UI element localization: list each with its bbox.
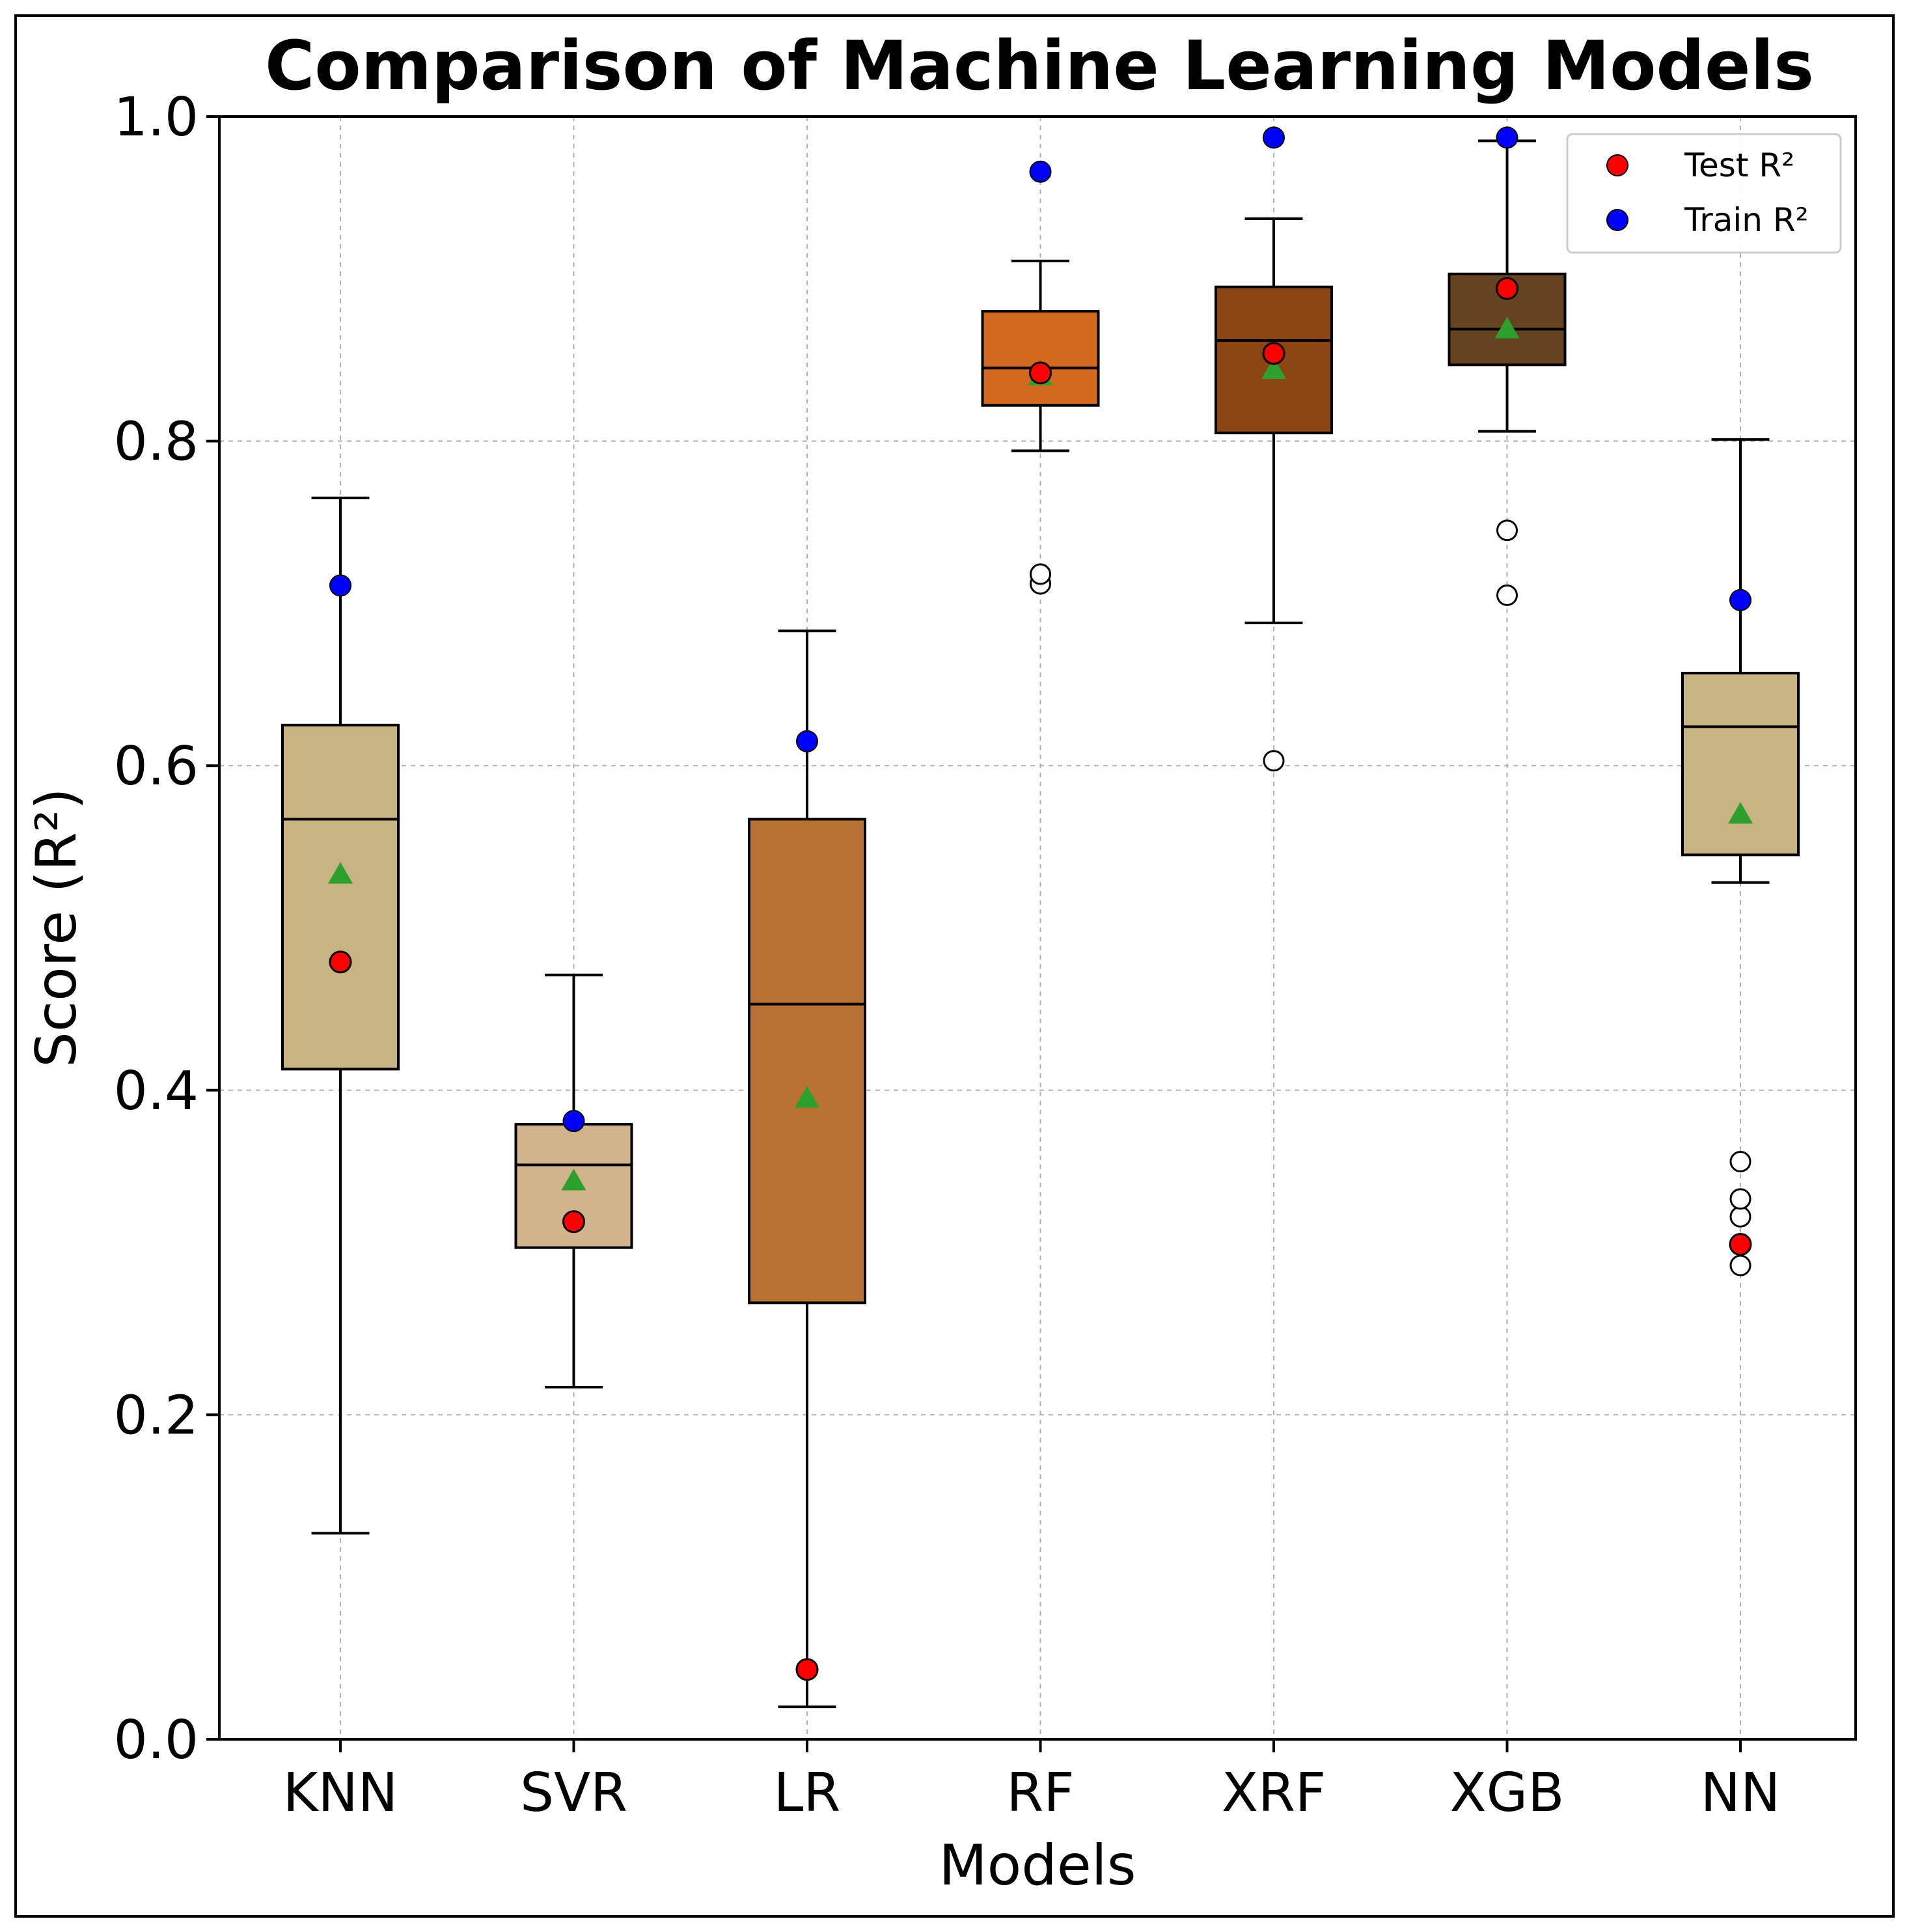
y-axis-label: Score (R²) <box>24 788 89 1068</box>
legend-box <box>1566 133 1842 254</box>
mean-marker <box>1494 316 1520 338</box>
mean-marker <box>561 1168 586 1191</box>
test-r2-point <box>562 1210 585 1234</box>
legend-marker <box>1606 154 1628 176</box>
legend: Test R² Train R² <box>1566 133 1842 254</box>
y-tick-label: 0.2 <box>114 1385 199 1446</box>
train-r2-point <box>329 574 351 597</box>
x-tick-label: XGB <box>1450 1762 1565 1824</box>
test-r2-point <box>1262 342 1285 365</box>
legend-marker <box>1606 209 1628 231</box>
box-series <box>281 126 1800 1709</box>
outlier-point <box>1729 1188 1751 1210</box>
box-xgb <box>1448 126 1567 606</box>
outlier-point <box>1496 584 1518 606</box>
outlier-point <box>1729 1254 1751 1276</box>
box-lr <box>748 629 866 1709</box>
y-tick-label: 0.4 <box>114 1060 199 1122</box>
legend-label: Train R² <box>1684 201 1809 239</box>
x-tick-label: KNN <box>283 1762 398 1824</box>
box-body <box>981 310 1100 407</box>
x-tick-label: RF <box>1006 1762 1074 1824</box>
mean-marker <box>1261 357 1286 380</box>
axes: 0.0 0.2 0.4 0.6 0.8 1.0 KNN SVR LR RF XRF XGB NN <box>114 87 1856 1824</box>
box-nn <box>1681 438 1800 1276</box>
x-tick-label: NN <box>1701 1762 1781 1824</box>
train-r2-point <box>1029 160 1052 183</box>
outlier-point <box>1729 1206 1751 1228</box>
train-r2-point <box>1496 126 1518 149</box>
y-tick-label: 0.8 <box>114 411 199 473</box>
chart-title: Comparison of Machine Learning Models <box>265 26 1814 105</box>
box-body <box>1681 672 1800 857</box>
box-rf <box>981 160 1100 595</box>
y-tick-label: 1.0 <box>114 87 199 148</box>
x-tick-label: SVR <box>520 1762 627 1824</box>
test-r2-point <box>1729 1233 1752 1256</box>
x-tick-label: XRF <box>1222 1762 1326 1824</box>
x-axis-label: Models <box>939 1833 1136 1898</box>
test-r2-point <box>1029 361 1052 385</box>
box-body <box>748 818 866 1304</box>
box-xrf <box>1215 126 1333 772</box>
test-r2-point <box>329 950 352 974</box>
mean-marker <box>795 1086 819 1108</box>
outlier-point <box>1263 750 1285 772</box>
mean-marker <box>1728 801 1753 824</box>
box-knn <box>281 496 400 1535</box>
y-tick-label: 0.0 <box>114 1709 199 1771</box>
mean-marker <box>328 862 353 884</box>
legend-label: Test R² <box>1684 146 1794 184</box>
train-r2-point <box>1263 126 1285 149</box>
test-r2-point <box>795 1658 819 1681</box>
outlier-point <box>1030 563 1051 585</box>
train-r2-point <box>796 730 818 752</box>
y-tick-label: 0.6 <box>114 736 199 797</box>
outlier-point <box>1496 519 1518 542</box>
train-r2-point <box>1729 588 1751 611</box>
x-tick-label: LR <box>774 1762 841 1824</box>
box-body <box>281 723 400 1071</box>
outlier-point <box>1729 1150 1751 1172</box>
box-svr <box>514 973 633 1389</box>
test-r2-point <box>1496 277 1518 300</box>
train-r2-point <box>562 1110 585 1133</box>
